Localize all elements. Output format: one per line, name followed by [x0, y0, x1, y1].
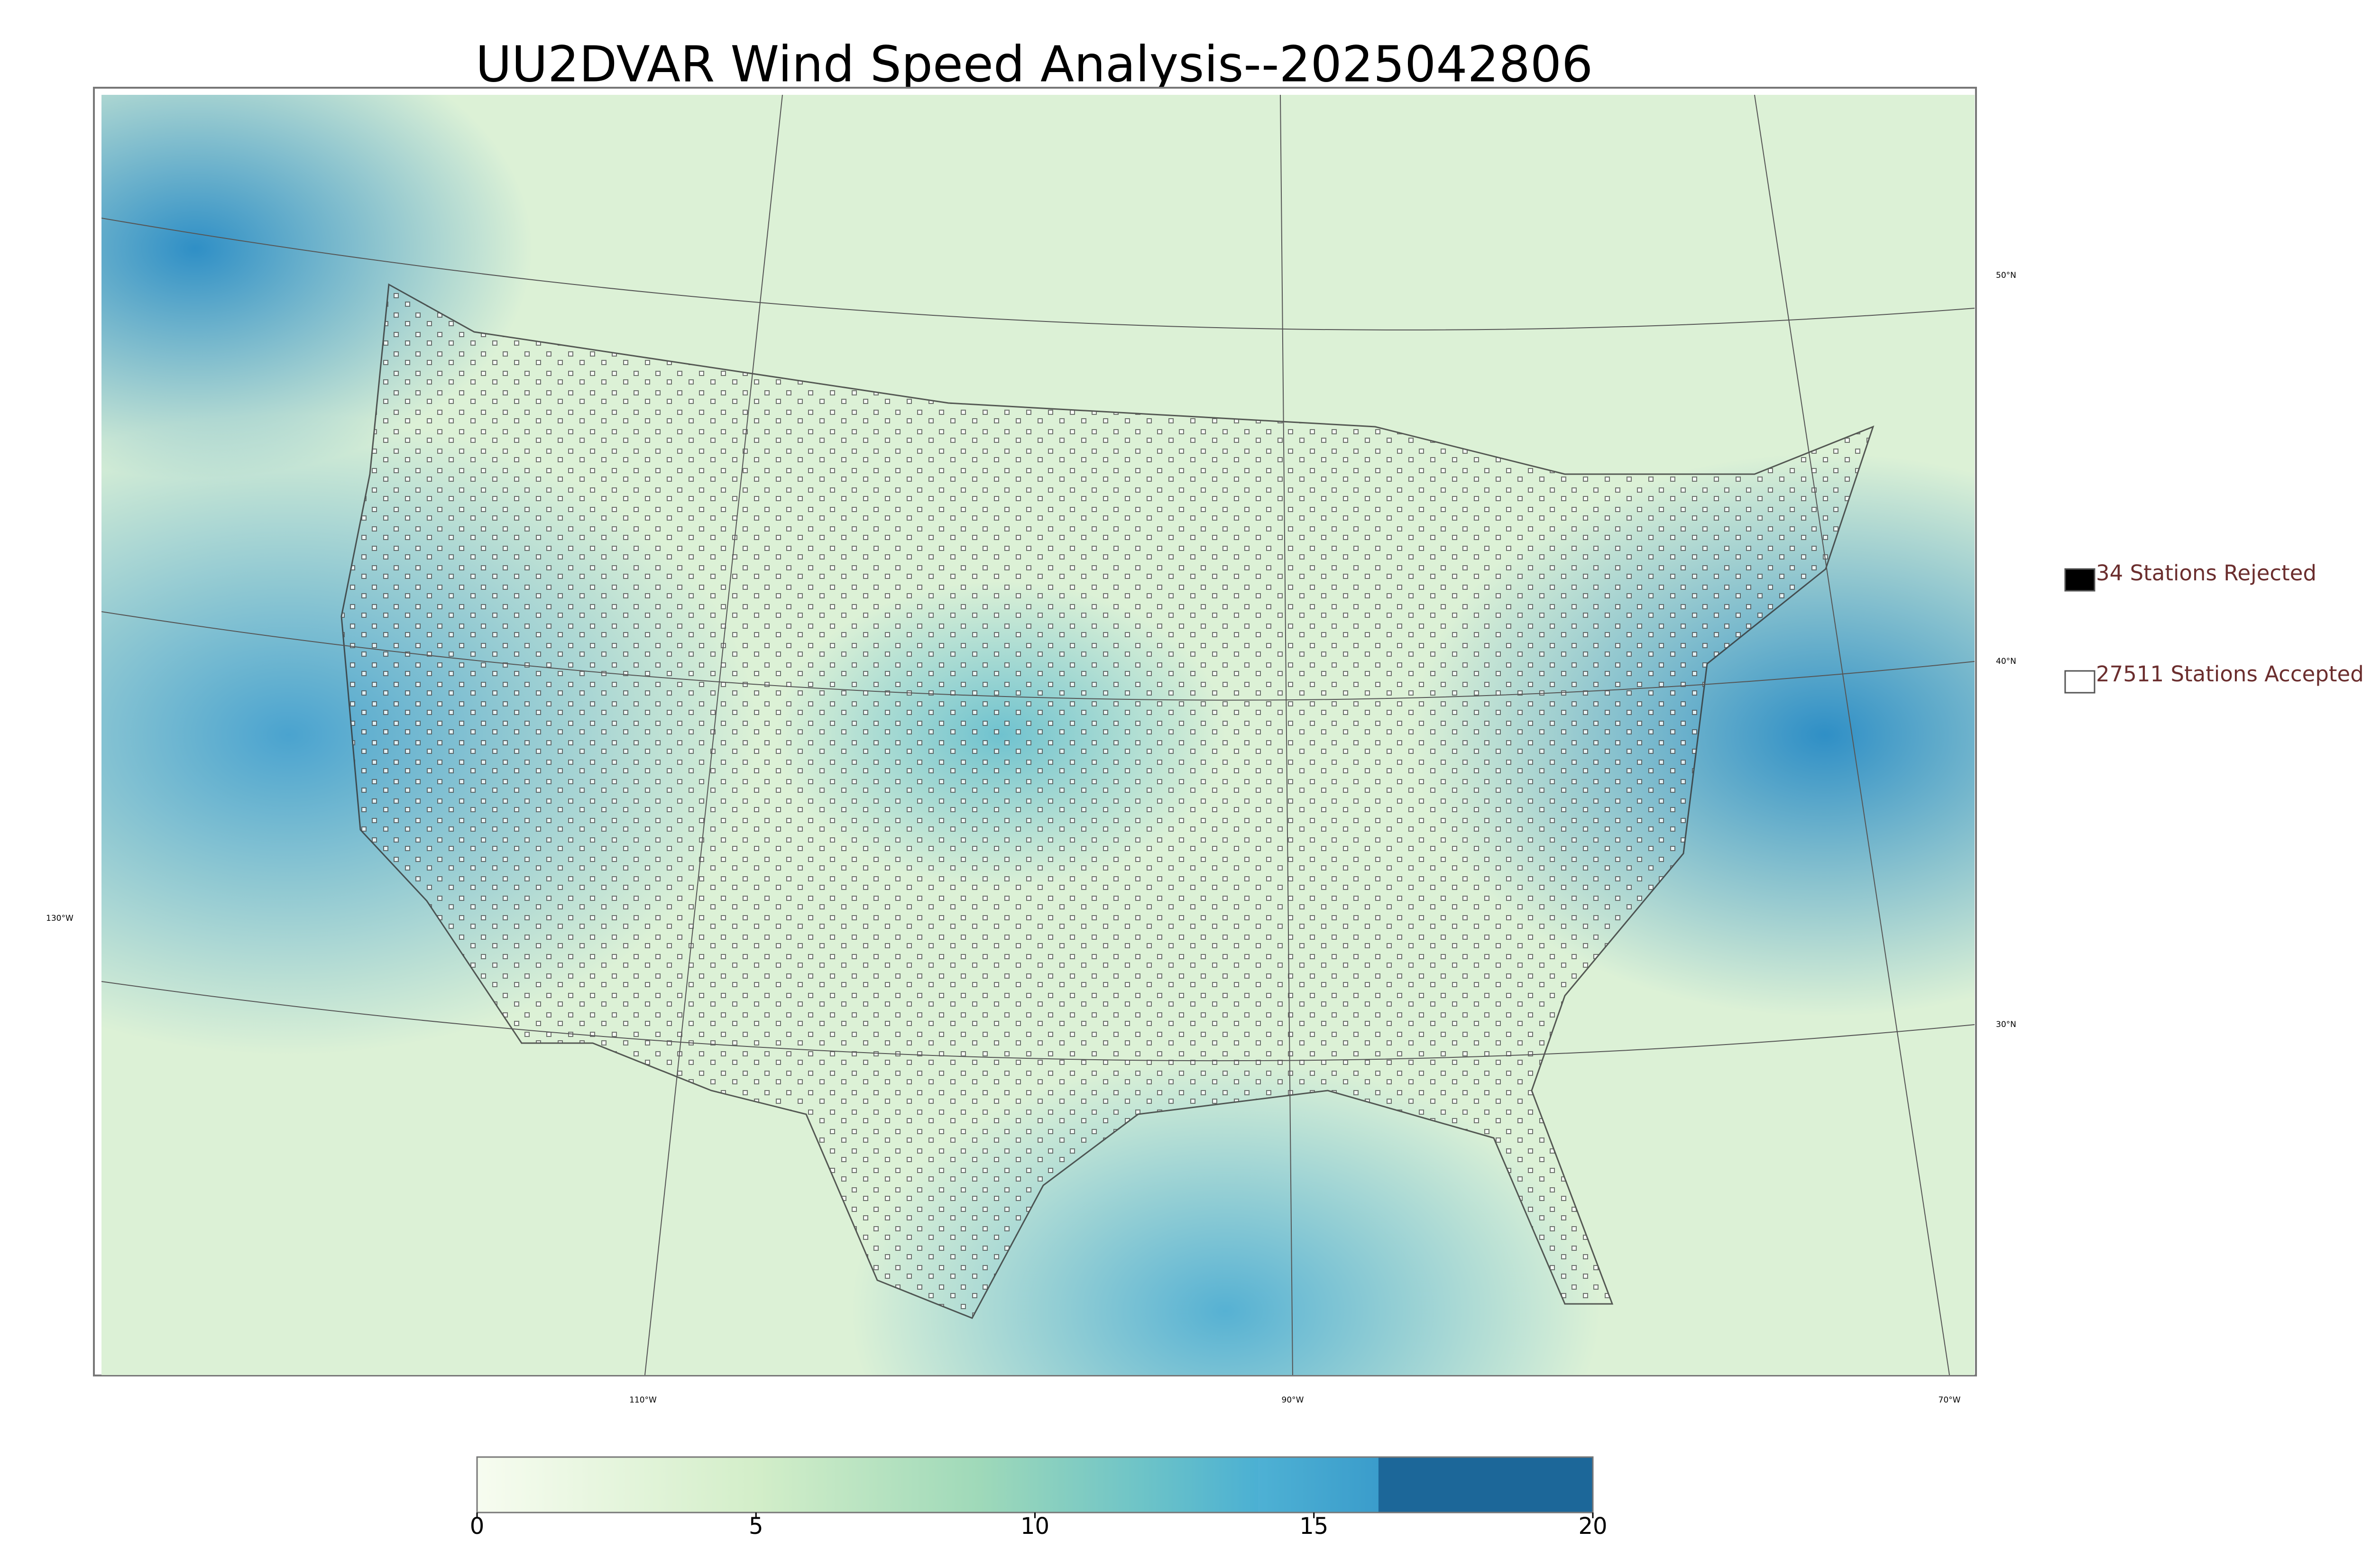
legend-label: 27511 Stations Accepted — [2096, 661, 2364, 687]
map-field — [101, 95, 1975, 1375]
legend-label: 34 Stations Rejected — [2096, 560, 2316, 586]
lat-label: 50°N — [1996, 271, 2016, 280]
colorbar-tick-label: 5 — [749, 1513, 763, 1540]
colorbar-tick-label: 10 — [1020, 1513, 1049, 1540]
colorbar-tick-label: 0 — [470, 1513, 485, 1540]
lat-label: 40°N — [1996, 657, 2016, 666]
lat-label: 30°N — [1996, 1020, 2016, 1029]
title: UU2DVAR Wind Speed Analysis--2025042806 — [476, 35, 1593, 93]
colorbar-tick-label: 20 — [1578, 1513, 1607, 1540]
accepted-swatch — [2064, 670, 2095, 694]
lon-label: 90°W — [1282, 1395, 1304, 1405]
colorbar-ticks: 0 5 10 15 20 — [470, 1513, 1608, 1540]
colorbar-tick-label: 15 — [1299, 1513, 1328, 1540]
lon-label: 110°W — [629, 1395, 657, 1405]
colorbar-top-band — [1378, 1457, 1593, 1513]
lon-label: 130°W — [46, 914, 74, 923]
rejected-swatch — [2064, 568, 2095, 592]
lon-label: 70°W — [1939, 1395, 1961, 1405]
graticule-labels: 50°N 40°N 30°N 130°W 110°W 90°W 70°W — [46, 271, 2016, 1405]
